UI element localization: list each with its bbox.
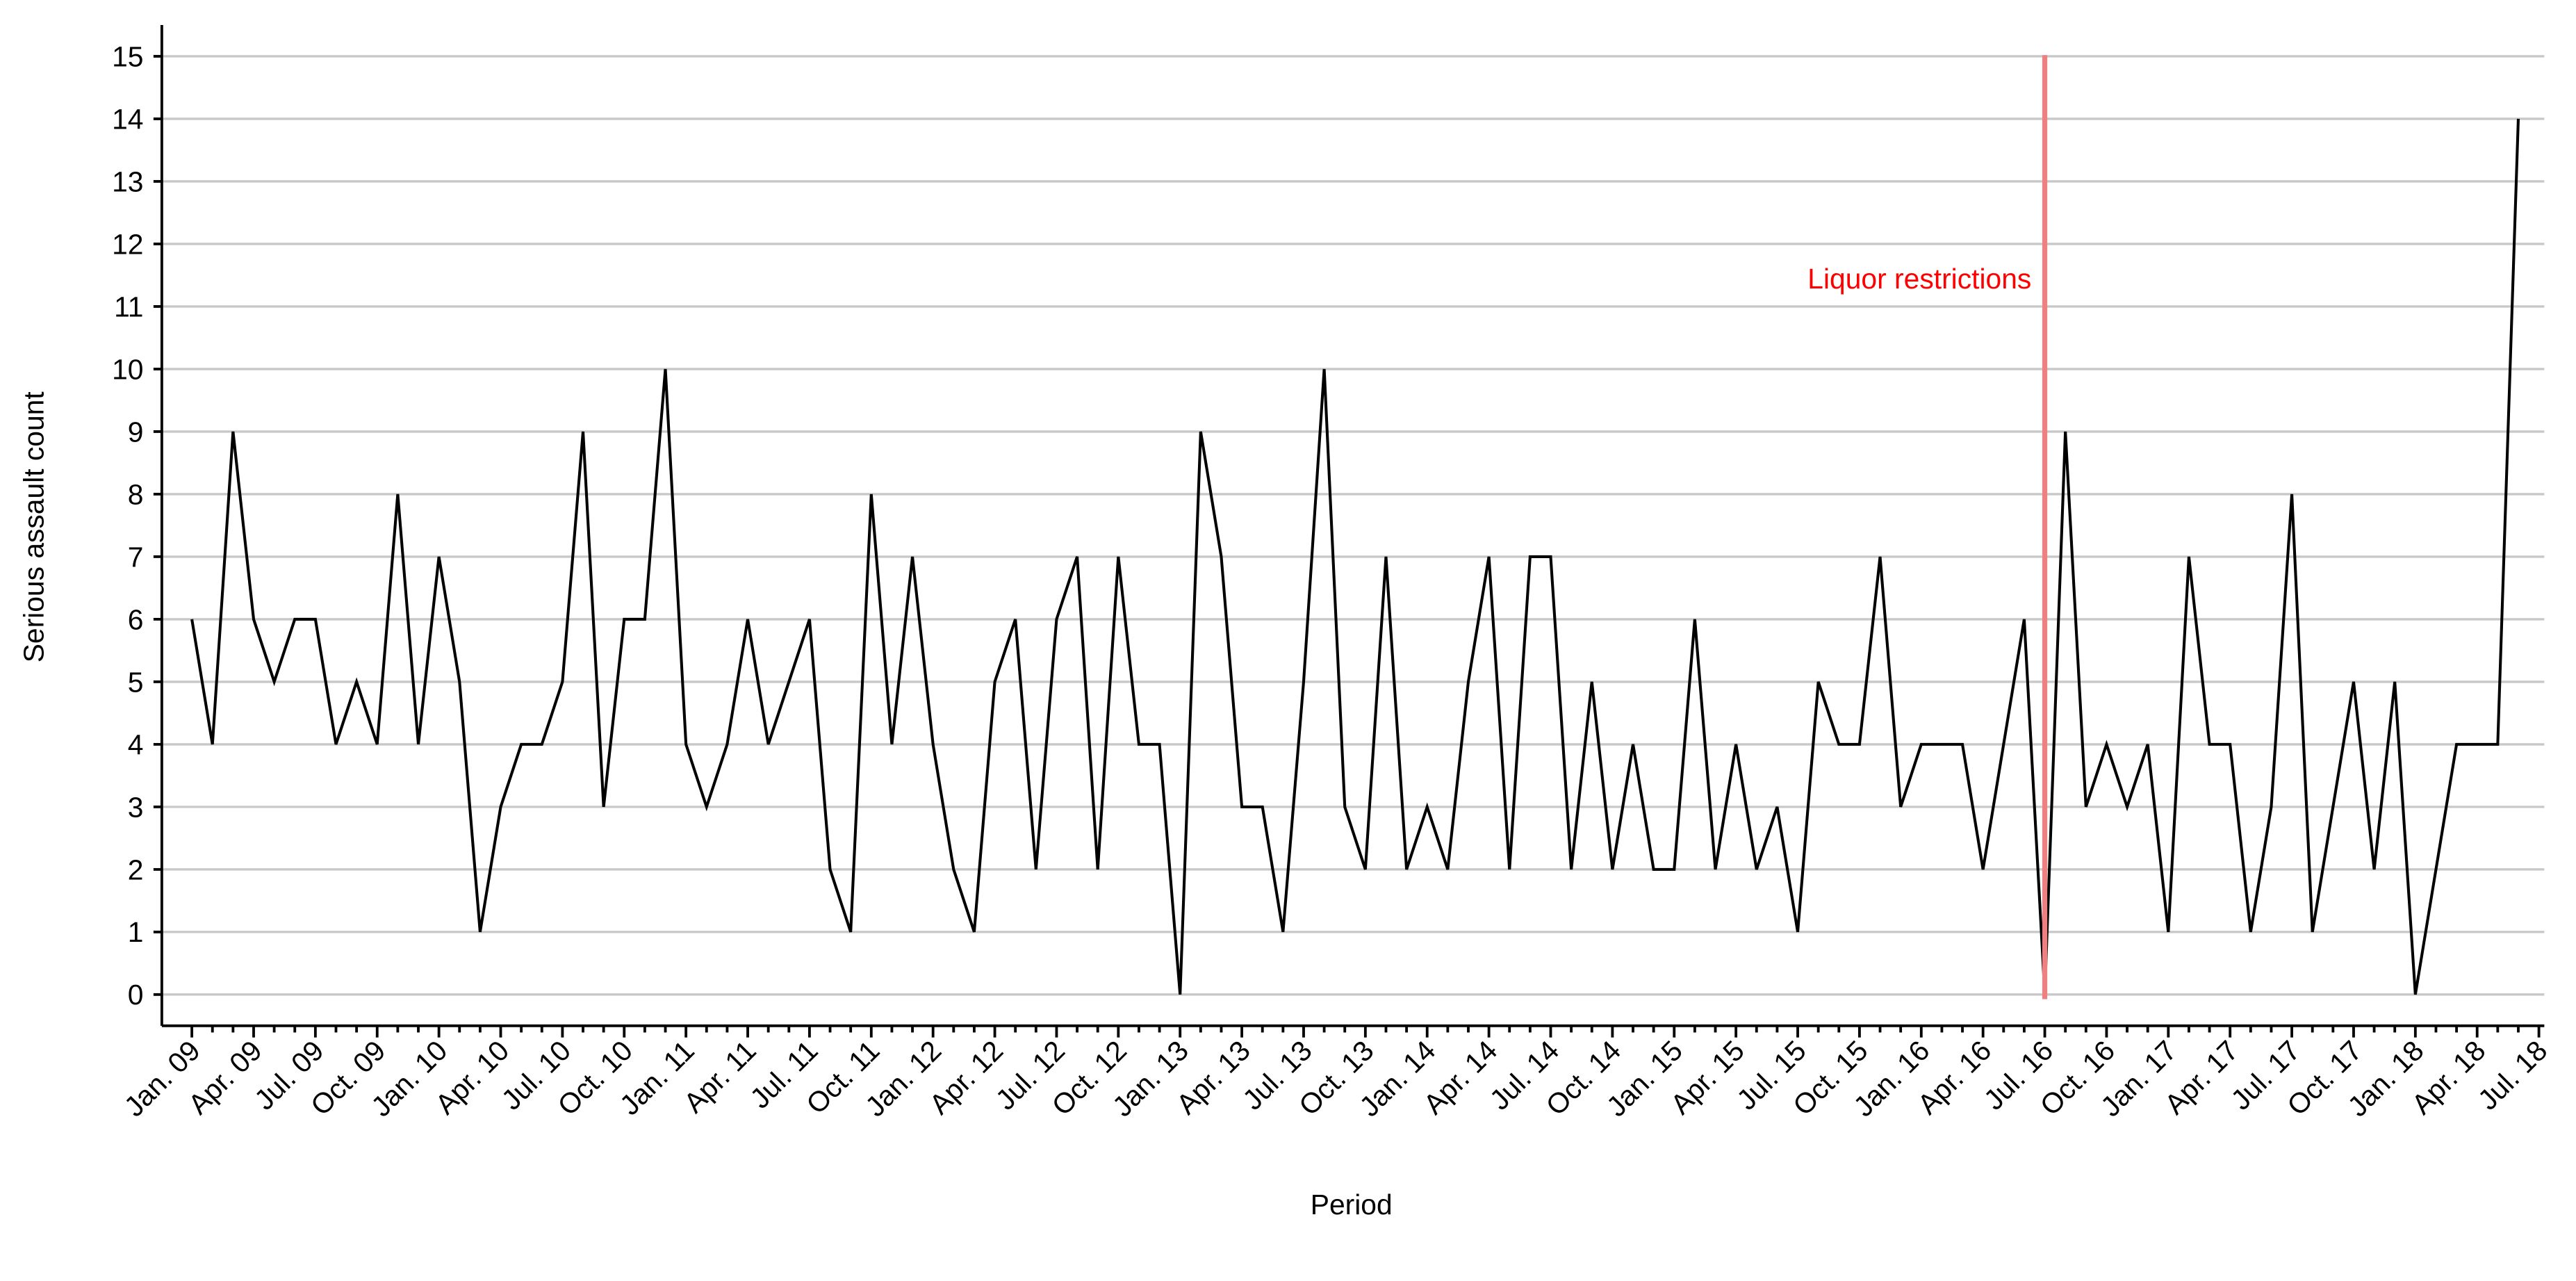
y-tick-label: 14 bbox=[112, 103, 143, 135]
y-tick-label: 9 bbox=[128, 416, 144, 448]
y-tick-label: 0 bbox=[128, 979, 144, 1011]
data-line bbox=[190, 118, 2520, 995]
y-tick-label: 12 bbox=[112, 228, 143, 260]
y-tick-label: 5 bbox=[128, 666, 144, 698]
y-tick-label: 3 bbox=[128, 791, 144, 823]
y-tick-label: 1 bbox=[128, 916, 144, 948]
y-tick-label: 8 bbox=[128, 478, 144, 510]
y-tick-label: 13 bbox=[112, 165, 143, 197]
y-tick-label: 11 bbox=[114, 291, 143, 323]
y-tick-label: 6 bbox=[128, 603, 144, 635]
x-tick-label: Jul. 18 bbox=[2472, 1034, 2554, 1116]
y-tick-label: 10 bbox=[112, 353, 143, 385]
x-axis-title: Period bbox=[1311, 1189, 1393, 1221]
annotation-label: Liquor restrictions bbox=[1807, 263, 2031, 295]
y-tick-label: 2 bbox=[128, 854, 144, 886]
y-tick-label: 7 bbox=[128, 541, 144, 573]
y-tick-label: 4 bbox=[128, 728, 144, 760]
y-axis-title: Serious assault count bbox=[17, 391, 49, 663]
y-tick-label: 15 bbox=[112, 40, 143, 72]
